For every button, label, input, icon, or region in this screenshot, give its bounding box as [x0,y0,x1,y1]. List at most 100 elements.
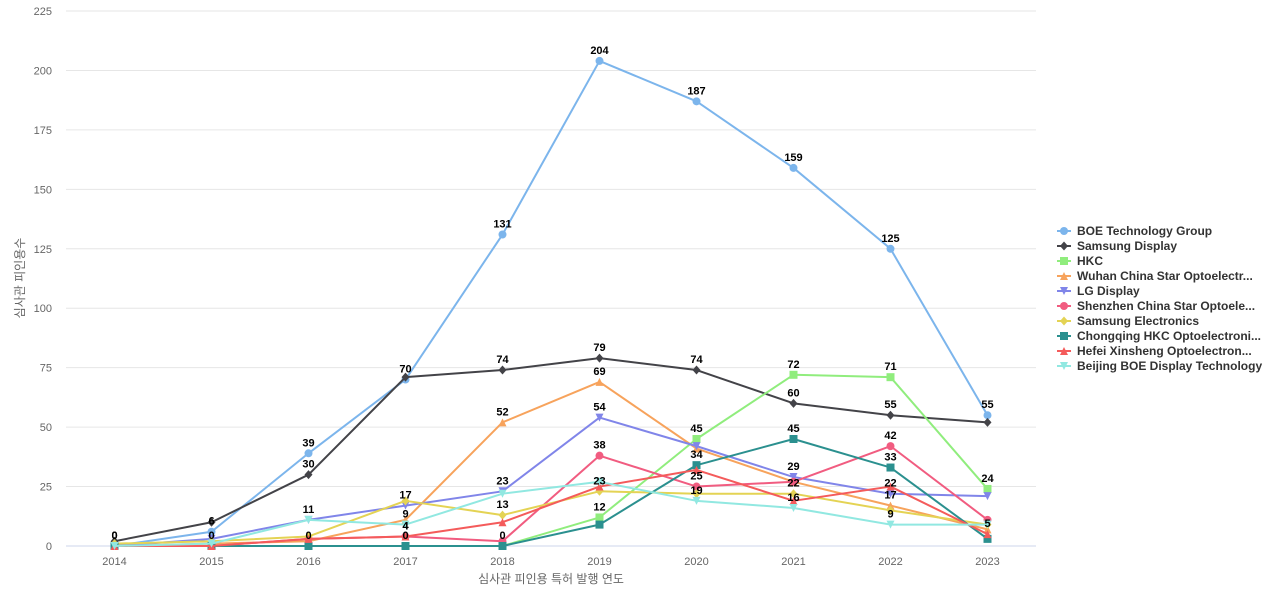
series-group [110,370,992,550]
legend-symbol [1060,241,1068,251]
data-point [886,373,895,382]
data-point [498,489,507,498]
data-label: 71 [884,361,896,373]
data-label: 72 [787,359,799,371]
grid-layer [66,10,1036,488]
data-label: 16 [787,492,799,504]
x-tick-label: 2017 [393,556,417,568]
series-group [110,377,992,550]
series-line [113,480,989,547]
data-point [983,520,992,529]
legend-item: BOE Technology Group [1057,224,1212,238]
data-label: 0 [111,530,117,542]
legend-item: Beijing BOE Display Technology [1057,359,1262,373]
series-line [113,380,989,547]
data-label: 38 [593,440,605,452]
data-point [595,482,604,491]
data-label: 45 [690,423,702,435]
data-point [692,489,701,499]
data-label: 22 [884,478,896,490]
data-point [886,244,895,253]
x-tick-label: 2018 [490,556,514,568]
data-point [401,372,410,382]
legend-symbol [1060,302,1068,310]
data-label: 17 [399,490,411,502]
data-label: 30 [302,459,314,471]
series-group [110,56,992,550]
data-label: 23 [593,475,605,487]
data-point [304,449,313,458]
data-label: 9 [402,509,408,521]
data-point [304,470,313,480]
data-point [498,230,507,239]
data-point [789,370,798,379]
legend-label: LG Display [1077,284,1140,298]
data-label: 125 [881,233,899,245]
data-label: 69 [593,366,605,378]
x-tick-label: 2014 [102,556,126,568]
data-point [595,353,604,363]
data-label: 55 [884,399,896,411]
data-point [983,417,992,427]
legend-label: Wuhan China Star Optoelectr... [1077,269,1253,283]
data-point [692,365,701,375]
data-point [498,510,507,520]
legend-item: Samsung Display [1057,239,1177,253]
data-label-layer: 0639701312041871591255530747974605512457… [111,45,994,542]
y-tick-label: 125 [34,244,52,256]
x-tick-label: 2015 [199,556,223,568]
data-label: 34 [690,449,703,461]
legend-item: Shenzhen China Star Optoele... [1057,299,1255,313]
data-label: 11 [303,504,315,516]
data-label: 9 [887,509,893,521]
data-point [692,97,701,106]
series-line [113,438,989,547]
data-label: 4 [402,520,409,532]
data-label: 74 [690,354,703,366]
data-point [498,542,507,550]
data-point [886,501,895,510]
y-tick-label: 75 [40,363,52,375]
data-point [595,520,604,529]
data-label: 12 [593,501,605,513]
data-label: 19 [690,485,702,497]
data-label: 74 [496,354,509,366]
data-label: 0 [402,530,408,542]
data-label: 0 [499,530,505,542]
legend-label: Shenzhen China Star Optoele... [1077,299,1255,313]
data-point [886,505,895,515]
legend-symbol [1060,287,1068,295]
legend-label: BOE Technology Group [1077,224,1212,238]
data-point [304,515,313,524]
y-tick-label: 175 [34,125,52,137]
series-line [113,59,989,547]
data-point [983,530,992,539]
series-line [113,357,989,543]
data-point [692,461,701,470]
legend-item: Samsung Electronics [1057,314,1199,328]
y-tick-label: 200 [34,65,52,77]
x-tick-label: 2023 [975,556,999,568]
data-label: 22 [787,478,799,490]
data-point [692,442,701,451]
data-label: 45 [787,423,799,435]
data-label: 24 [981,473,994,485]
series-line [113,416,989,547]
y-axis-title: 심사관 피인용수 [13,238,27,319]
data-point [886,482,895,491]
x-tick-label: 2019 [587,556,611,568]
series-group [110,486,992,549]
legend-label: Samsung Display [1077,239,1177,253]
data-point [595,413,604,422]
data-point [595,513,604,522]
data-point [983,534,992,543]
data-label: 39 [302,437,314,449]
data-point [789,503,798,512]
series-line [113,490,989,545]
data-point [207,517,216,527]
data-point [886,520,895,529]
data-label: 33 [884,452,896,464]
data-label: 70 [399,364,411,376]
